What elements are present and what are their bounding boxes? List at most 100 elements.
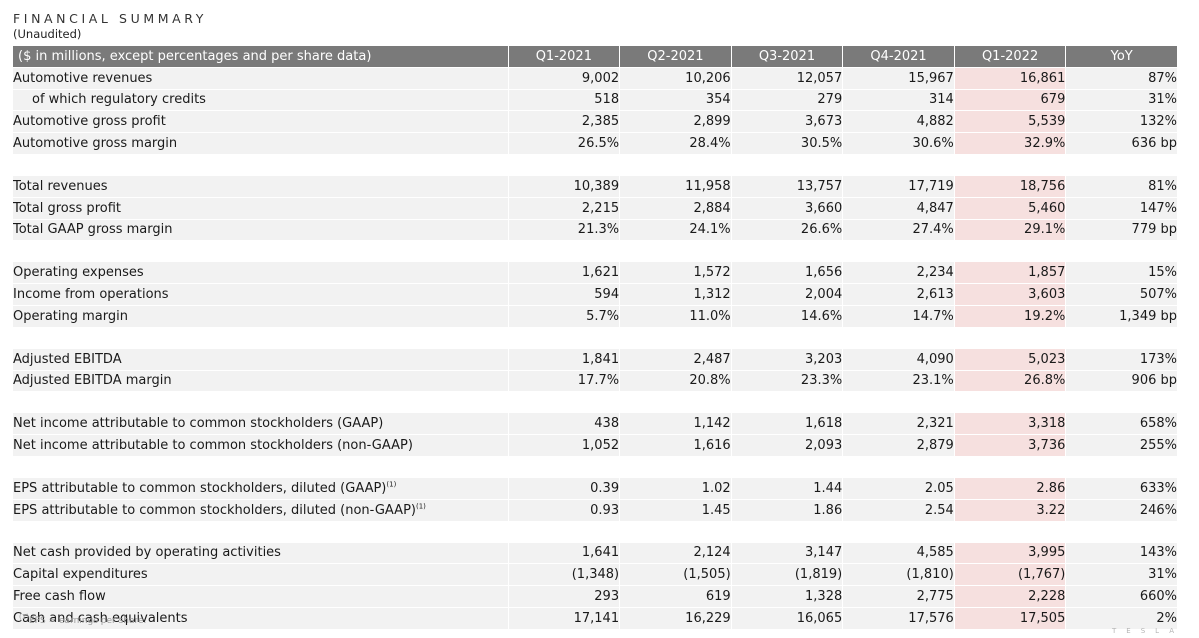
table-cell: 27.4% [842,219,954,242]
table-cell: 21.3% [507,219,620,242]
table-cell: 1,857 [953,262,1066,285]
table-row: Total GAAP gross margin 21.3% 24.1% 26.6% 27… [13,219,1177,242]
table-cell: 31% [1065,89,1177,112]
table-cell: 246% [1065,499,1177,522]
row-label: EPS attributable to common stockholders,… [13,477,508,500]
table-cell: 29.1% [953,219,1066,242]
table-cell: 2,124 [619,542,731,565]
table-cell: 3,660 [730,197,843,220]
table-cell: 5,539 [953,111,1066,134]
row-label-text: Operating margin [13,308,128,324]
table-cell: 594 [507,284,620,306]
table-cell: (1,505) [619,564,731,587]
table-row: Automotive gross margin 26.5% 28.4% 30.5% 30… [13,133,1177,155]
table-cell: 1,616 [619,435,731,457]
table-cell: 1,656 [730,262,843,285]
table-cell: (1,348) [507,564,620,587]
row-label: EPS attributable to common stockholders,… [13,499,508,522]
table-cell: 906 bp [1065,370,1177,393]
table-cell: 16,861 [953,67,1066,90]
table-cell: 5,023 [953,348,1066,371]
table-cell: 32.9% [953,133,1066,155]
table-cell: 2,775 [842,586,954,608]
column-header-q2-2021: Q2-2021 [619,46,731,68]
header-label: ($ in millions, except percentages and p… [13,46,508,68]
table-cell: 660% [1065,586,1177,608]
table-cell: 173% [1065,348,1177,371]
table-cell: 1,328 [730,586,843,608]
table-cell: 1,641 [507,542,620,565]
table-cell: 1,841 [507,348,620,371]
spacer-cell [13,154,1177,176]
row-label: Total gross profit [13,197,508,220]
table-cell: 2,228 [953,586,1066,608]
table-cell: 779 bp [1065,219,1177,242]
table-cell: 1,312 [619,284,731,306]
row-label: Free cash flow [13,586,508,608]
table-body: Automotive revenues 9,002 10,206 12,057 15,9… [13,67,1177,630]
table-row: Free cash flow 293 619 1,328 2,775 2,228 660% [13,586,1177,608]
row-label-text: Automotive gross margin [13,136,178,152]
table-cell: 3,736 [953,435,1066,457]
row-label: Net income attributable to common stockh… [13,413,508,436]
spacer-cell [13,327,1177,349]
row-label-text: EPS attributable to common stockholders,… [13,502,416,518]
table-row: Adjusted EBITDA 1,841 2,487 3,203 4,090 5,023… [13,348,1177,371]
table-cell: 2.86 [953,477,1066,500]
table-cell: (1,767) [953,564,1066,587]
table-cell: 17,576 [842,607,954,630]
table-cell: 20.8% [619,370,731,393]
row-label: Adjusted EBITDA margin [13,370,508,393]
table-cell: 438 [507,413,620,436]
table-row: Cash and cash equivalents 17,141 16,229 16,… [13,607,1177,630]
row-label: Automotive revenues [13,67,508,90]
spacer-cell [13,456,1177,478]
table-cell: 143% [1065,542,1177,565]
table-cell: 1,618 [730,413,843,436]
table-cell: 633% [1065,477,1177,500]
table-cell: 4,847 [842,197,954,220]
table-row: Total gross profit 2,215 2,884 3,660 4,847 5,… [13,197,1177,220]
row-label-text: Total revenues [13,178,108,194]
row-label: Operating margin [13,305,508,328]
table-cell: 23.3% [730,370,843,393]
table-cell: 14.7% [842,305,954,328]
table-cell: 3,147 [730,542,843,565]
table-cell: 10,206 [619,67,731,90]
table-cell: 0.93 [507,499,620,522]
column-header-yoy: YoY [1065,46,1177,68]
row-label: Cash and cash equivalents [13,607,508,630]
row-label: Capital expenditures [13,564,508,587]
row-label-text: EPS attributable to common stockholders,… [13,480,387,496]
table-cell: 132% [1065,111,1177,134]
table-cell: 4,585 [842,542,954,565]
table-cell: 9,002 [507,67,620,90]
table-row: of which regulatory credits 518 354 279 314 6… [13,89,1177,112]
table-cell: 1.02 [619,477,731,500]
table-cell: 658% [1065,413,1177,436]
table-cell: 11,958 [619,175,731,198]
table-row: Net income attributable to common stockh… [13,435,1177,457]
table-cell: 2,899 [619,111,731,134]
table-row: Operating margin 5.7% 11.0% 14.6% 14.7% 19.2%… [13,305,1177,328]
table-row: Net income attributable to common stockh… [13,413,1177,436]
row-label-text: Net cash provided by operating activitie… [13,545,281,561]
row-label-text: Adjusted EBITDA margin [13,373,172,389]
table-cell: 24.1% [619,219,731,242]
spacer-cell [13,241,1177,263]
row-label: Net income attributable to common stockh… [13,435,508,457]
table-cell: 30.5% [730,133,843,155]
table-cell: 30.6% [842,133,954,155]
table-cell: 2,879 [842,435,954,457]
table-cell: 11.0% [619,305,731,328]
table-cell: (1,810) [842,564,954,587]
table-cell: 1.44 [730,477,843,500]
table-cell: 26.5% [507,133,620,155]
column-header-q4-2021: Q4-2021 [842,46,954,68]
table-cell: 81% [1065,175,1177,198]
table-cell: 16,065 [730,607,843,630]
tesla-logo: TESLA [1112,627,1184,635]
table-cell: 2% [1065,607,1177,630]
row-label: Income from operations [13,284,508,306]
table-row: Operating expenses 1,621 1,572 1,656 2,234 1,… [13,262,1177,285]
